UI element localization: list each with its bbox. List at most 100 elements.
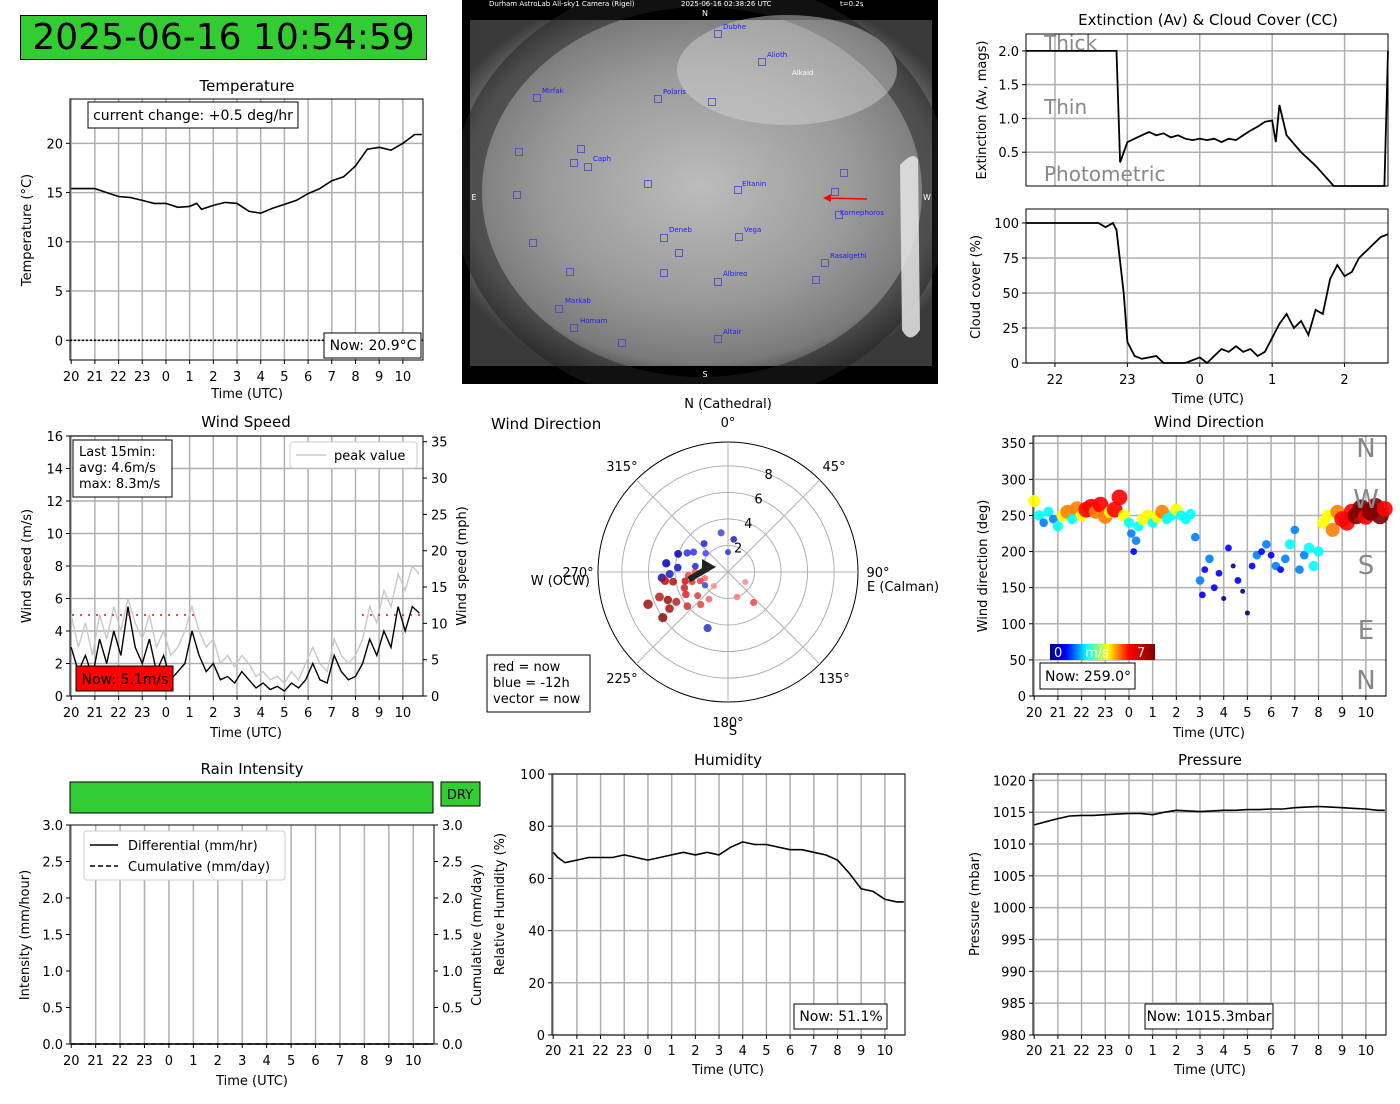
polar-point bbox=[660, 576, 670, 586]
wind-now-box bbox=[75, 665, 174, 692]
wind-direction-point bbox=[1043, 506, 1054, 518]
cloud-cover-x-ticks: 22 23 0 1 2 bbox=[1047, 363, 1349, 388]
x-tick-label: 8 bbox=[1314, 706, 1322, 721]
datetime-display: 2025-06-16 10:54:59 bbox=[20, 15, 427, 60]
x-tick-label: 22 bbox=[110, 706, 127, 721]
x-tick-label: 23 bbox=[616, 1044, 633, 1059]
extinction-series bbox=[1026, 50, 1389, 187]
y-tick-label: 10 bbox=[46, 528, 63, 543]
wind-vector-head-icon bbox=[702, 559, 716, 575]
rain-status-badge bbox=[440, 781, 481, 807]
wind-direction-y-ticks: 0 50 100 150 200 250 300 350 bbox=[1001, 437, 1033, 705]
polar-legend-vector: vector = now bbox=[493, 692, 581, 707]
x-tick-label: 20 bbox=[545, 1044, 562, 1059]
wind-speed-peak-series bbox=[70, 564, 420, 685]
foreground-structure bbox=[900, 156, 920, 338]
x-tick-label: 0 bbox=[1196, 373, 1204, 388]
camera-header: Durham AstroLab All-sky1 Camera (Rigel) bbox=[489, 0, 635, 8]
x-tick-label: 2 bbox=[1340, 373, 1348, 388]
x-tick-label: 10 bbox=[395, 706, 412, 721]
x-tick-label: 23 bbox=[136, 1054, 153, 1069]
catalog-box bbox=[714, 278, 722, 286]
red-arrowhead-icon bbox=[823, 194, 831, 202]
star-label: Dubhe bbox=[723, 23, 746, 31]
rain-legend-cum-label: Cumulative (mm/day) bbox=[128, 860, 270, 875]
wind-direction-point bbox=[1052, 521, 1064, 532]
polar-west-label: W (OCW) bbox=[531, 574, 590, 589]
y-tick-label: 2 bbox=[55, 658, 63, 673]
wind-direction-point bbox=[1028, 494, 1041, 508]
y-tick-label: 80 bbox=[528, 820, 545, 835]
y-tick-label: 0.5 bbox=[998, 146, 1019, 161]
compass-s: S bbox=[1358, 551, 1375, 581]
wind-direction-point bbox=[1313, 546, 1324, 557]
x-tick-label: 21 bbox=[87, 1054, 104, 1069]
polar-angle-label: 225° bbox=[606, 672, 637, 687]
x-tick-label: 9 bbox=[375, 706, 383, 721]
x-tick-label: 3 bbox=[1196, 706, 1204, 721]
camera-timestamp: 2025-06-16 02:38:26 UTC bbox=[681, 0, 772, 8]
x-tick-label: 6 bbox=[786, 1044, 794, 1059]
y-right-tick-label: 1.5 bbox=[442, 929, 463, 944]
y-tick-label: 0 bbox=[1018, 690, 1026, 705]
x-tick-label: 23 bbox=[134, 370, 151, 385]
wind-polar-panel: Wind Direction N (Cathedral) E (Calman) … bbox=[480, 390, 960, 750]
camera-west-label: W bbox=[923, 193, 931, 202]
x-tick-label: 20 bbox=[63, 370, 80, 385]
y-tick-label: 50 bbox=[1002, 287, 1019, 302]
polar-point bbox=[680, 584, 689, 592]
pressure-y-ticks: 980 985 990 995 1000 1005 1010 1015 1020 bbox=[993, 774, 1033, 1044]
polar-point bbox=[700, 540, 708, 548]
polar-r-tick: 4 bbox=[744, 517, 752, 532]
humidity-axes-frame bbox=[551, 773, 906, 1036]
y-tick-label: 980 bbox=[1001, 1029, 1026, 1044]
polar-point bbox=[730, 535, 738, 543]
x-tick-label: 21 bbox=[1050, 706, 1067, 721]
colorbar-unit-label: m/s bbox=[1085, 646, 1109, 661]
wind-speed-avg-series bbox=[70, 605, 420, 693]
humidity-y-ticks: 0 20 40 60 80 100 bbox=[520, 768, 552, 1044]
y-tick-label: 5 bbox=[55, 285, 63, 300]
wind-direction-point bbox=[1303, 542, 1315, 554]
x-tick-label: 1 bbox=[189, 1054, 197, 1069]
y-right-tick-label: 0 bbox=[431, 690, 439, 705]
compass-n-top: N bbox=[1356, 434, 1375, 464]
wind-speed-x-ticks: 20 21 22 23 0 1 2 3 4 5 6 7 8 9 10 bbox=[63, 696, 411, 721]
wind-direction-point bbox=[1240, 588, 1246, 594]
humidity-chart: Humidity 20 21 22 23 0 1 2 3 4 5 6 7 8 9 10 0204060801… bbox=[493, 751, 906, 1078]
star-label: Altair bbox=[723, 328, 742, 336]
x-tick-label: 3 bbox=[233, 370, 241, 385]
x-tick-label: 10 bbox=[395, 370, 412, 385]
cloud-glow bbox=[677, 15, 897, 125]
cloud-cover-grid bbox=[1026, 209, 1388, 364]
x-tick-label: 9 bbox=[1338, 1044, 1346, 1059]
rain-chart: Rain Intensity DRY 20 21 22 23 0 1 2 3 4 5 6 7 8 9 10 … bbox=[18, 760, 485, 1089]
rain-x-ticks: 20 21 22 23 0 1 2 3 4 5 6 7 8 9 10 bbox=[63, 1044, 422, 1069]
temperature-panel: Temperature 20 21 22 23 0 1 2 3 4 5 6 7 8 9 10 0 5 10 15 2… bbox=[0, 72, 440, 407]
x-tick-label: 0 bbox=[162, 370, 170, 385]
wind-direction-now-box bbox=[1039, 662, 1136, 690]
y-right-tick-label: 5 bbox=[431, 654, 439, 669]
polar-point bbox=[691, 562, 699, 570]
catalog-box bbox=[654, 95, 662, 103]
polar-point bbox=[682, 590, 690, 599]
x-tick-label: 9 bbox=[857, 1044, 865, 1059]
y-tick-label: 150 bbox=[1001, 582, 1026, 597]
y-right-tick-label: 25 bbox=[431, 508, 448, 523]
rain-legend-box bbox=[83, 830, 286, 881]
y-right-tick-label: 30 bbox=[431, 472, 448, 487]
polar-point bbox=[697, 600, 705, 609]
catalog-box bbox=[758, 58, 766, 66]
wind-colorbar bbox=[1050, 644, 1155, 660]
catalog-box bbox=[734, 186, 742, 194]
y-tick-label: 1015 bbox=[993, 806, 1026, 821]
catalog-box bbox=[835, 211, 843, 219]
x-tick-label: 9 bbox=[375, 370, 383, 385]
y-right-tick-label: 35 bbox=[431, 436, 448, 451]
catalog-boxes bbox=[513, 30, 848, 347]
polar-point bbox=[750, 598, 758, 607]
x-tick-label: 23 bbox=[1119, 373, 1136, 388]
x-tick-label: 1 bbox=[1149, 1044, 1157, 1059]
x-tick-label: 21 bbox=[87, 706, 104, 721]
wind-direction-ylabel: Wind direction (deg) bbox=[976, 500, 991, 633]
